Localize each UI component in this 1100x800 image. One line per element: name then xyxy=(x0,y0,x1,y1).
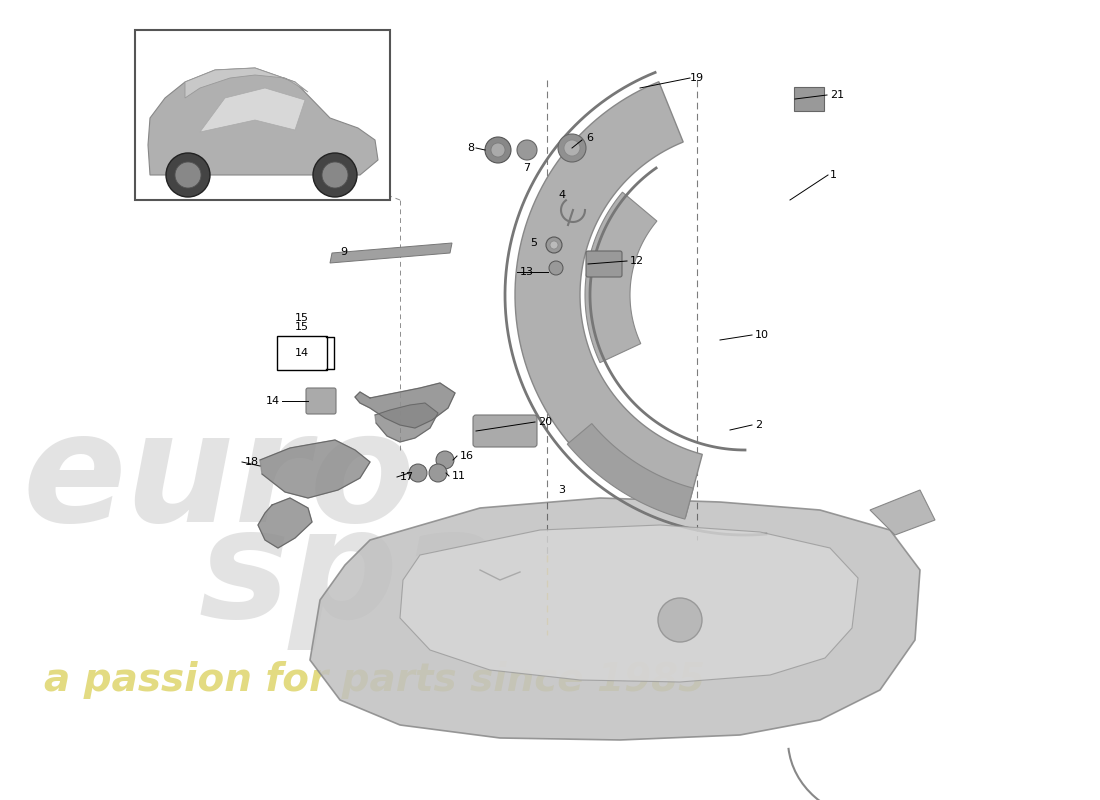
Text: spares: spares xyxy=(198,502,771,650)
Polygon shape xyxy=(185,68,308,98)
FancyBboxPatch shape xyxy=(473,415,537,447)
Text: 10: 10 xyxy=(755,330,769,340)
Text: 19: 19 xyxy=(690,73,704,83)
Text: 14: 14 xyxy=(295,348,309,358)
Text: euro: euro xyxy=(22,406,415,554)
Text: 16: 16 xyxy=(460,451,474,461)
Text: 15: 15 xyxy=(295,313,309,323)
Polygon shape xyxy=(375,403,438,442)
Circle shape xyxy=(314,153,358,197)
Circle shape xyxy=(658,598,702,642)
FancyBboxPatch shape xyxy=(586,251,622,277)
Text: 3: 3 xyxy=(558,485,565,495)
Circle shape xyxy=(491,143,505,157)
Text: 9: 9 xyxy=(340,247,348,257)
Polygon shape xyxy=(260,440,370,498)
Text: 17: 17 xyxy=(400,472,414,482)
Text: 12: 12 xyxy=(630,256,645,266)
Polygon shape xyxy=(258,498,312,548)
Circle shape xyxy=(322,162,348,188)
Circle shape xyxy=(564,140,580,156)
Circle shape xyxy=(429,464,447,482)
Polygon shape xyxy=(200,88,305,132)
Polygon shape xyxy=(330,243,452,263)
Text: 20: 20 xyxy=(538,417,552,427)
Text: 7: 7 xyxy=(524,163,530,173)
Text: a passion for parts since 1985: a passion for parts since 1985 xyxy=(44,661,705,699)
Circle shape xyxy=(485,137,512,163)
Polygon shape xyxy=(310,498,920,740)
Circle shape xyxy=(546,237,562,253)
Polygon shape xyxy=(400,525,858,682)
Circle shape xyxy=(517,140,537,160)
Circle shape xyxy=(166,153,210,197)
Polygon shape xyxy=(568,423,693,519)
FancyBboxPatch shape xyxy=(794,87,824,111)
Polygon shape xyxy=(148,68,378,175)
Text: 18: 18 xyxy=(245,457,260,467)
Text: 4: 4 xyxy=(558,190,565,200)
Circle shape xyxy=(558,134,586,162)
Circle shape xyxy=(436,451,454,469)
FancyBboxPatch shape xyxy=(306,388,336,414)
Polygon shape xyxy=(870,490,935,535)
Circle shape xyxy=(409,464,427,482)
Circle shape xyxy=(549,261,563,275)
Text: 13: 13 xyxy=(520,267,534,277)
Polygon shape xyxy=(515,82,702,517)
Text: 8: 8 xyxy=(466,143,474,153)
Text: 6: 6 xyxy=(586,133,593,143)
FancyBboxPatch shape xyxy=(135,30,390,200)
Text: 14: 14 xyxy=(266,396,280,406)
FancyBboxPatch shape xyxy=(277,336,327,370)
Circle shape xyxy=(550,241,558,249)
Text: 21: 21 xyxy=(830,90,844,100)
Text: 2: 2 xyxy=(755,420,762,430)
Circle shape xyxy=(175,162,201,188)
Text: 5: 5 xyxy=(530,238,537,248)
Text: 1: 1 xyxy=(830,170,837,180)
Text: 11: 11 xyxy=(452,471,466,481)
Polygon shape xyxy=(355,383,455,428)
Text: 15: 15 xyxy=(295,322,309,332)
Polygon shape xyxy=(585,192,657,362)
